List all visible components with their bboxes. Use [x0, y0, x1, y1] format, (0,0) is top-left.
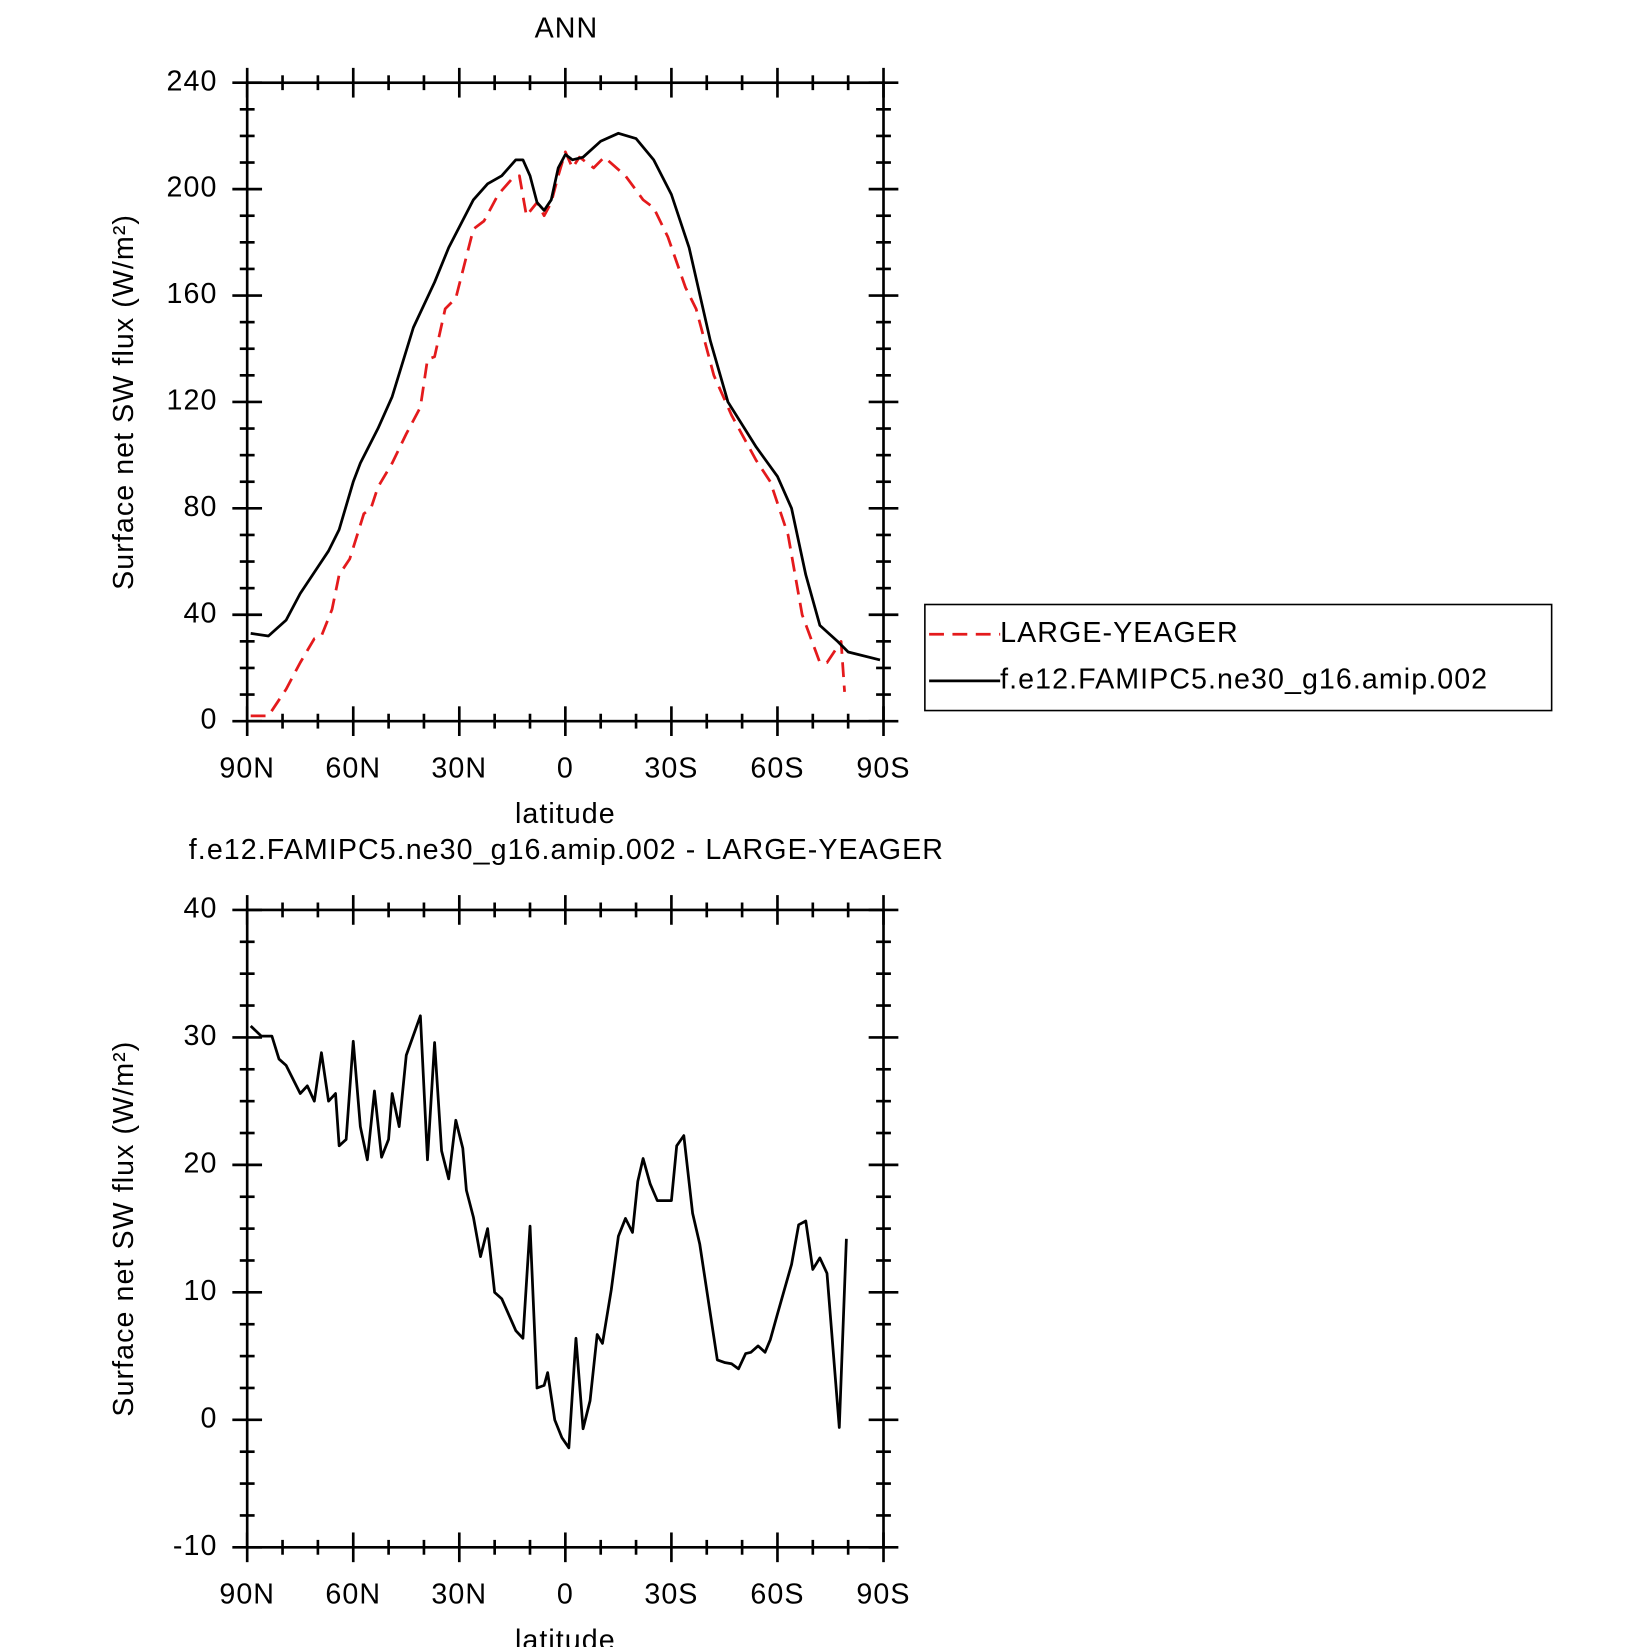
y-tick-label: 0 [201, 704, 218, 736]
x-tick-label: 30N [431, 1579, 487, 1611]
series-line [250, 150, 846, 718]
x-tick-label: 60S [750, 1579, 804, 1611]
y-axis-label: Surface net SW flux (W/m²) [108, 214, 140, 590]
y-tick-label: -10 [173, 1530, 218, 1562]
plot-frame [245, 908, 885, 1549]
series-line [249, 1014, 848, 1450]
plot-frame [245, 81, 885, 723]
x-tick-label: 60S [750, 753, 804, 785]
x-tick-label: 30S [644, 1579, 698, 1611]
x-tick-label: 30N [431, 753, 487, 785]
x-tick-label: 90S [856, 753, 910, 785]
x-tick-label: 60N [325, 753, 381, 785]
y-tick-label: 240 [167, 65, 218, 97]
y-tick-label: 30 [184, 1020, 218, 1052]
x-tick-label: 60N [325, 1579, 381, 1611]
y-tick-label: 0 [201, 1402, 218, 1434]
x-tick-label: 0 [557, 1579, 574, 1611]
y-tick-label: 40 [184, 892, 218, 924]
x-tick-label: 90N [219, 753, 275, 785]
x-axis-label: latitude [515, 1624, 616, 1647]
y-axis-label: Surface net SW flux (W/m²) [108, 1041, 140, 1417]
chart-title: ANN [535, 12, 599, 44]
y-tick-label: 40 [184, 597, 218, 629]
x-axis-label: latitude [515, 798, 616, 830]
y-tick-label: 200 [167, 172, 218, 204]
x-tick-label: 90N [219, 1579, 275, 1611]
y-tick-label: 160 [167, 278, 218, 310]
y-tick-label: 10 [184, 1275, 218, 1307]
legend-box [924, 603, 1553, 712]
series-line [250, 131, 881, 662]
y-tick-label: 120 [167, 385, 218, 417]
legend-label: f.e12.FAMIPC5.ne30_g16.amip.002 [1000, 663, 1488, 695]
y-tick-label: 20 [184, 1147, 218, 1179]
y-tick-label: 80 [184, 491, 218, 523]
x-tick-label: 90S [856, 1579, 910, 1611]
x-tick-label: 30S [644, 753, 698, 785]
x-tick-label: 0 [557, 753, 574, 785]
chart-title: f.e12.FAMIPC5.ne30_g16.amip.002 - LARGE-… [189, 834, 944, 866]
legend-label: LARGE-YEAGER [1000, 617, 1239, 649]
